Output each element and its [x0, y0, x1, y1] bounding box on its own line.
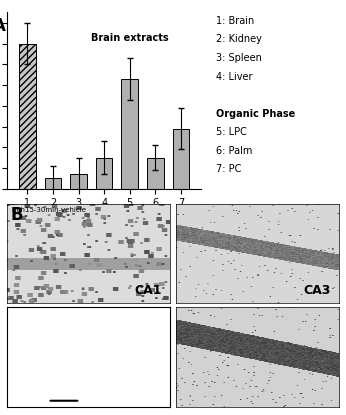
Bar — [173, 129, 189, 189]
Text: Organic Phase: Organic Phase — [216, 109, 295, 119]
Bar — [45, 178, 61, 189]
Text: Brain extracts: Brain extracts — [91, 33, 169, 43]
Text: 4: Liver: 4: Liver — [216, 71, 253, 81]
Bar — [19, 44, 36, 189]
Text: 1: Brain: 1: Brain — [216, 16, 254, 26]
Text: A: A — [0, 17, 6, 34]
Bar — [70, 174, 87, 189]
Text: CA1: CA1 — [134, 284, 162, 298]
Text: 3: Spleen: 3: Spleen — [216, 53, 262, 63]
Text: B: B — [10, 206, 23, 224]
Text: Isch15-30min-vehicle: Isch15-30min-vehicle — [12, 207, 87, 213]
Bar — [147, 158, 164, 189]
Text: 7: PC: 7: PC — [216, 164, 241, 174]
Text: 5: LPC: 5: LPC — [216, 127, 247, 137]
Bar — [96, 158, 112, 189]
Text: CA3: CA3 — [303, 284, 331, 298]
Text: 2: Kidney: 2: Kidney — [216, 34, 262, 44]
Text: 6: Palm: 6: Palm — [216, 146, 252, 156]
Text: Isch15-30min-palmitoyl: Isch15-30min-palmitoyl — [12, 310, 94, 316]
Bar — [121, 79, 138, 189]
